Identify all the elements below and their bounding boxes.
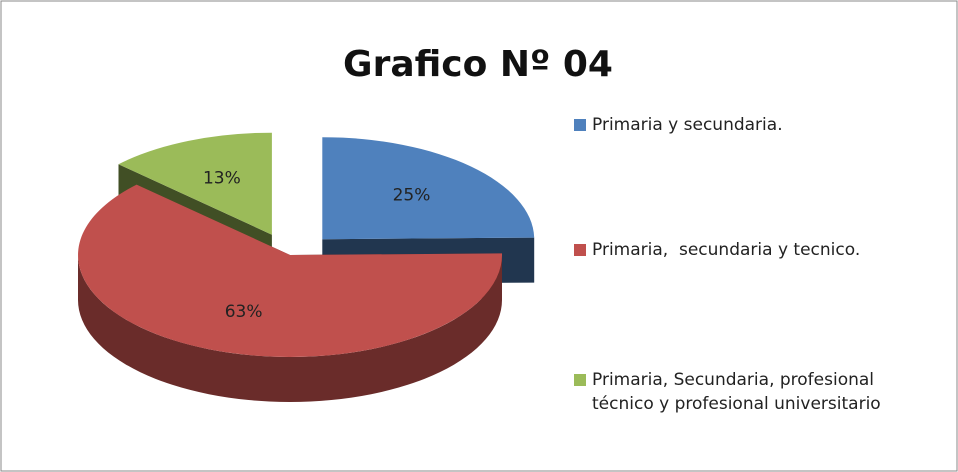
data-label: 63% bbox=[225, 302, 263, 322]
chart-title: Grafico Nº 04 bbox=[343, 44, 613, 85]
legend-swatch bbox=[574, 374, 586, 386]
slice bbox=[322, 137, 535, 240]
slice bbox=[78, 184, 503, 357]
legend-label: Primaria y secundaria. bbox=[592, 115, 783, 135]
legend-label: Primaria, secundaria y tecnico. bbox=[592, 240, 861, 260]
legend-label: Primaria, Secundaria, profesional técnic… bbox=[592, 370, 881, 414]
data-label: 13% bbox=[203, 168, 241, 188]
legend-swatch bbox=[574, 244, 586, 256]
slice-side bbox=[78, 255, 502, 402]
slice bbox=[118, 132, 272, 235]
legend-swatch bbox=[574, 119, 586, 131]
data-label: 25% bbox=[393, 186, 431, 206]
